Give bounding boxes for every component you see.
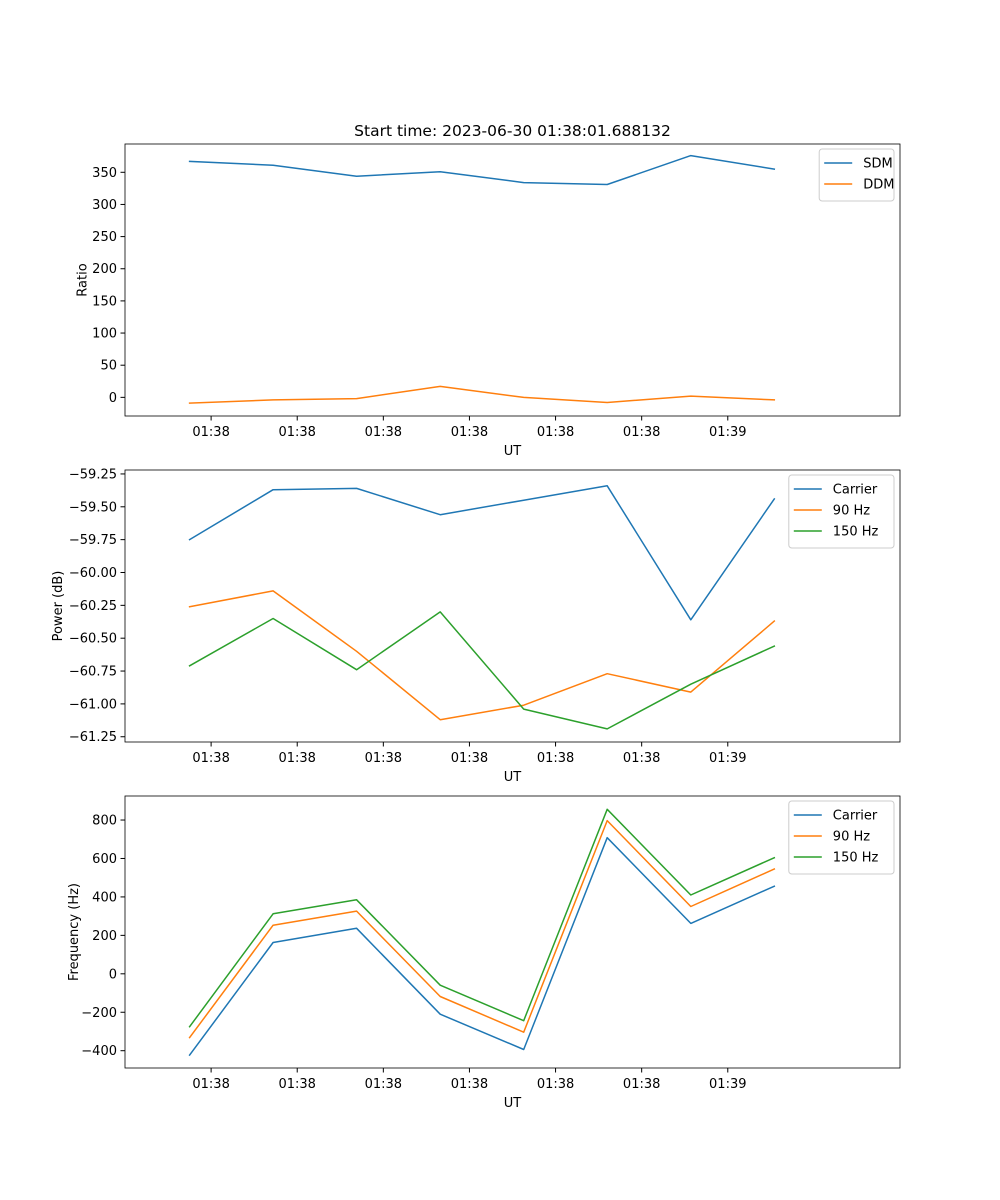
legend-box: [818, 148, 895, 202]
panel-1: 01:38 01:38 01:38 01:38 01:38 01:38 01:39 0 50 10…: [75, 143, 901, 459]
axes-frame: [124, 469, 901, 743]
y-tick-label: −200: [81, 1006, 117, 1021]
x-tick-label: 01:39: [709, 751, 746, 766]
x-tick-label: 01:38: [537, 425, 574, 440]
x-tick-label: 01:38: [537, 1077, 574, 1092]
x-tick-label: 01:38: [278, 425, 315, 440]
series-line-90-hz: [188, 819, 776, 1039]
legend-box: [788, 800, 895, 875]
series-line-90-hz: [188, 590, 776, 721]
legend-box: [788, 474, 895, 549]
x-axis-label: UT: [504, 1096, 522, 1111]
y-axis-label: Ratio: [75, 263, 90, 296]
y-tick-label: 0: [109, 967, 117, 982]
y-tick-label: −60.25: [69, 599, 117, 614]
panel-3: 01:38 01:38 01:38 01:38 01:38 01:38 01:39 −400 −…: [67, 795, 901, 1111]
series-line-150-hz: [188, 808, 776, 1028]
y-tick-label: −60.75: [69, 665, 117, 680]
figure-title: Start time: 2023-06-30 01:38:01.688132: [354, 122, 671, 140]
legend-label: Carrier: [833, 809, 878, 824]
y-tick-label: −59.75: [69, 533, 117, 548]
axes-frame: [124, 143, 901, 417]
panel-2: 01:38 01:38 01:38 01:38 01:38 01:38 01:39 −61.2…: [51, 467, 901, 785]
legend: Carrier 90 Hz 150 Hz: [788, 474, 895, 549]
legend-label: 90 Hz: [833, 830, 870, 845]
x-tick-label: 01:38: [365, 425, 402, 440]
x-tick-label: 01:38: [365, 751, 402, 766]
x-axis-label: UT: [504, 770, 522, 785]
x-tick-label: 01:38: [623, 751, 660, 766]
x-tick-label: 01:38: [451, 1077, 488, 1092]
y-tick-label: −59.25: [69, 467, 117, 482]
legend-label: 90 Hz: [833, 504, 870, 519]
x-tick-label: 01:38: [192, 751, 229, 766]
y-tick-label: 0: [109, 391, 117, 406]
x-tick-label: 01:38: [192, 425, 229, 440]
series-line-carrier: [188, 836, 776, 1057]
y-tick-label: 400: [92, 890, 117, 905]
legend-label: 150 Hz: [833, 851, 879, 866]
x-tick-label: 01:39: [709, 425, 746, 440]
series-line-ddm: [188, 385, 776, 404]
y-tick-label: −59.50: [69, 500, 117, 515]
x-axis-label: UT: [504, 444, 522, 459]
x-tick-label: 01:38: [278, 1077, 315, 1092]
legend: SDM DDM: [818, 148, 895, 202]
y-tick-label: −60.50: [69, 632, 117, 647]
y-tick-label: 800: [92, 814, 117, 829]
y-tick-label: −61.25: [69, 730, 117, 745]
x-tick-label: 01:38: [365, 1077, 402, 1092]
legend-label: Carrier: [833, 483, 878, 498]
y-tick-label: 150: [92, 294, 117, 309]
y-axis-label: Frequency (Hz): [67, 883, 82, 981]
x-tick-label: 01:39: [709, 1077, 746, 1092]
y-tick-label: 200: [92, 262, 117, 277]
y-tick-label: 250: [92, 230, 117, 245]
y-tick-label: −61.00: [69, 697, 117, 712]
y-tick-label: −400: [81, 1044, 117, 1059]
x-tick-label: 01:38: [623, 1077, 660, 1092]
y-tick-label: −60.00: [69, 566, 117, 581]
x-tick-label: 01:38: [451, 425, 488, 440]
y-tick-label: 350: [92, 166, 117, 181]
legend-label: 150 Hz: [833, 525, 879, 540]
x-tick-label: 01:38: [537, 751, 574, 766]
y-axis-label: Power (dB): [51, 571, 66, 642]
x-tick-label: 01:38: [451, 751, 488, 766]
legend-label: SDM: [863, 157, 892, 172]
x-tick-label: 01:38: [623, 425, 660, 440]
x-tick-label: 01:38: [278, 751, 315, 766]
series-line-sdm: [188, 154, 776, 186]
panels: 01:38 01:38 01:38 01:38 01:38 01:38 01:39 0 50 10…: [51, 143, 901, 1111]
y-tick-label: 100: [92, 327, 117, 342]
y-tick-label: 600: [92, 852, 117, 867]
series-line-carrier: [188, 485, 776, 621]
legend-label: DDM: [863, 178, 894, 193]
axes-frame: [124, 795, 901, 1069]
y-tick-label: 200: [92, 929, 117, 944]
x-tick-label: 01:38: [192, 1077, 229, 1092]
series-line-150-hz: [188, 611, 776, 730]
y-tick-label: 300: [92, 198, 117, 213]
y-tick-label: 50: [100, 359, 117, 374]
legend: Carrier 90 Hz 150 Hz: [788, 800, 895, 875]
